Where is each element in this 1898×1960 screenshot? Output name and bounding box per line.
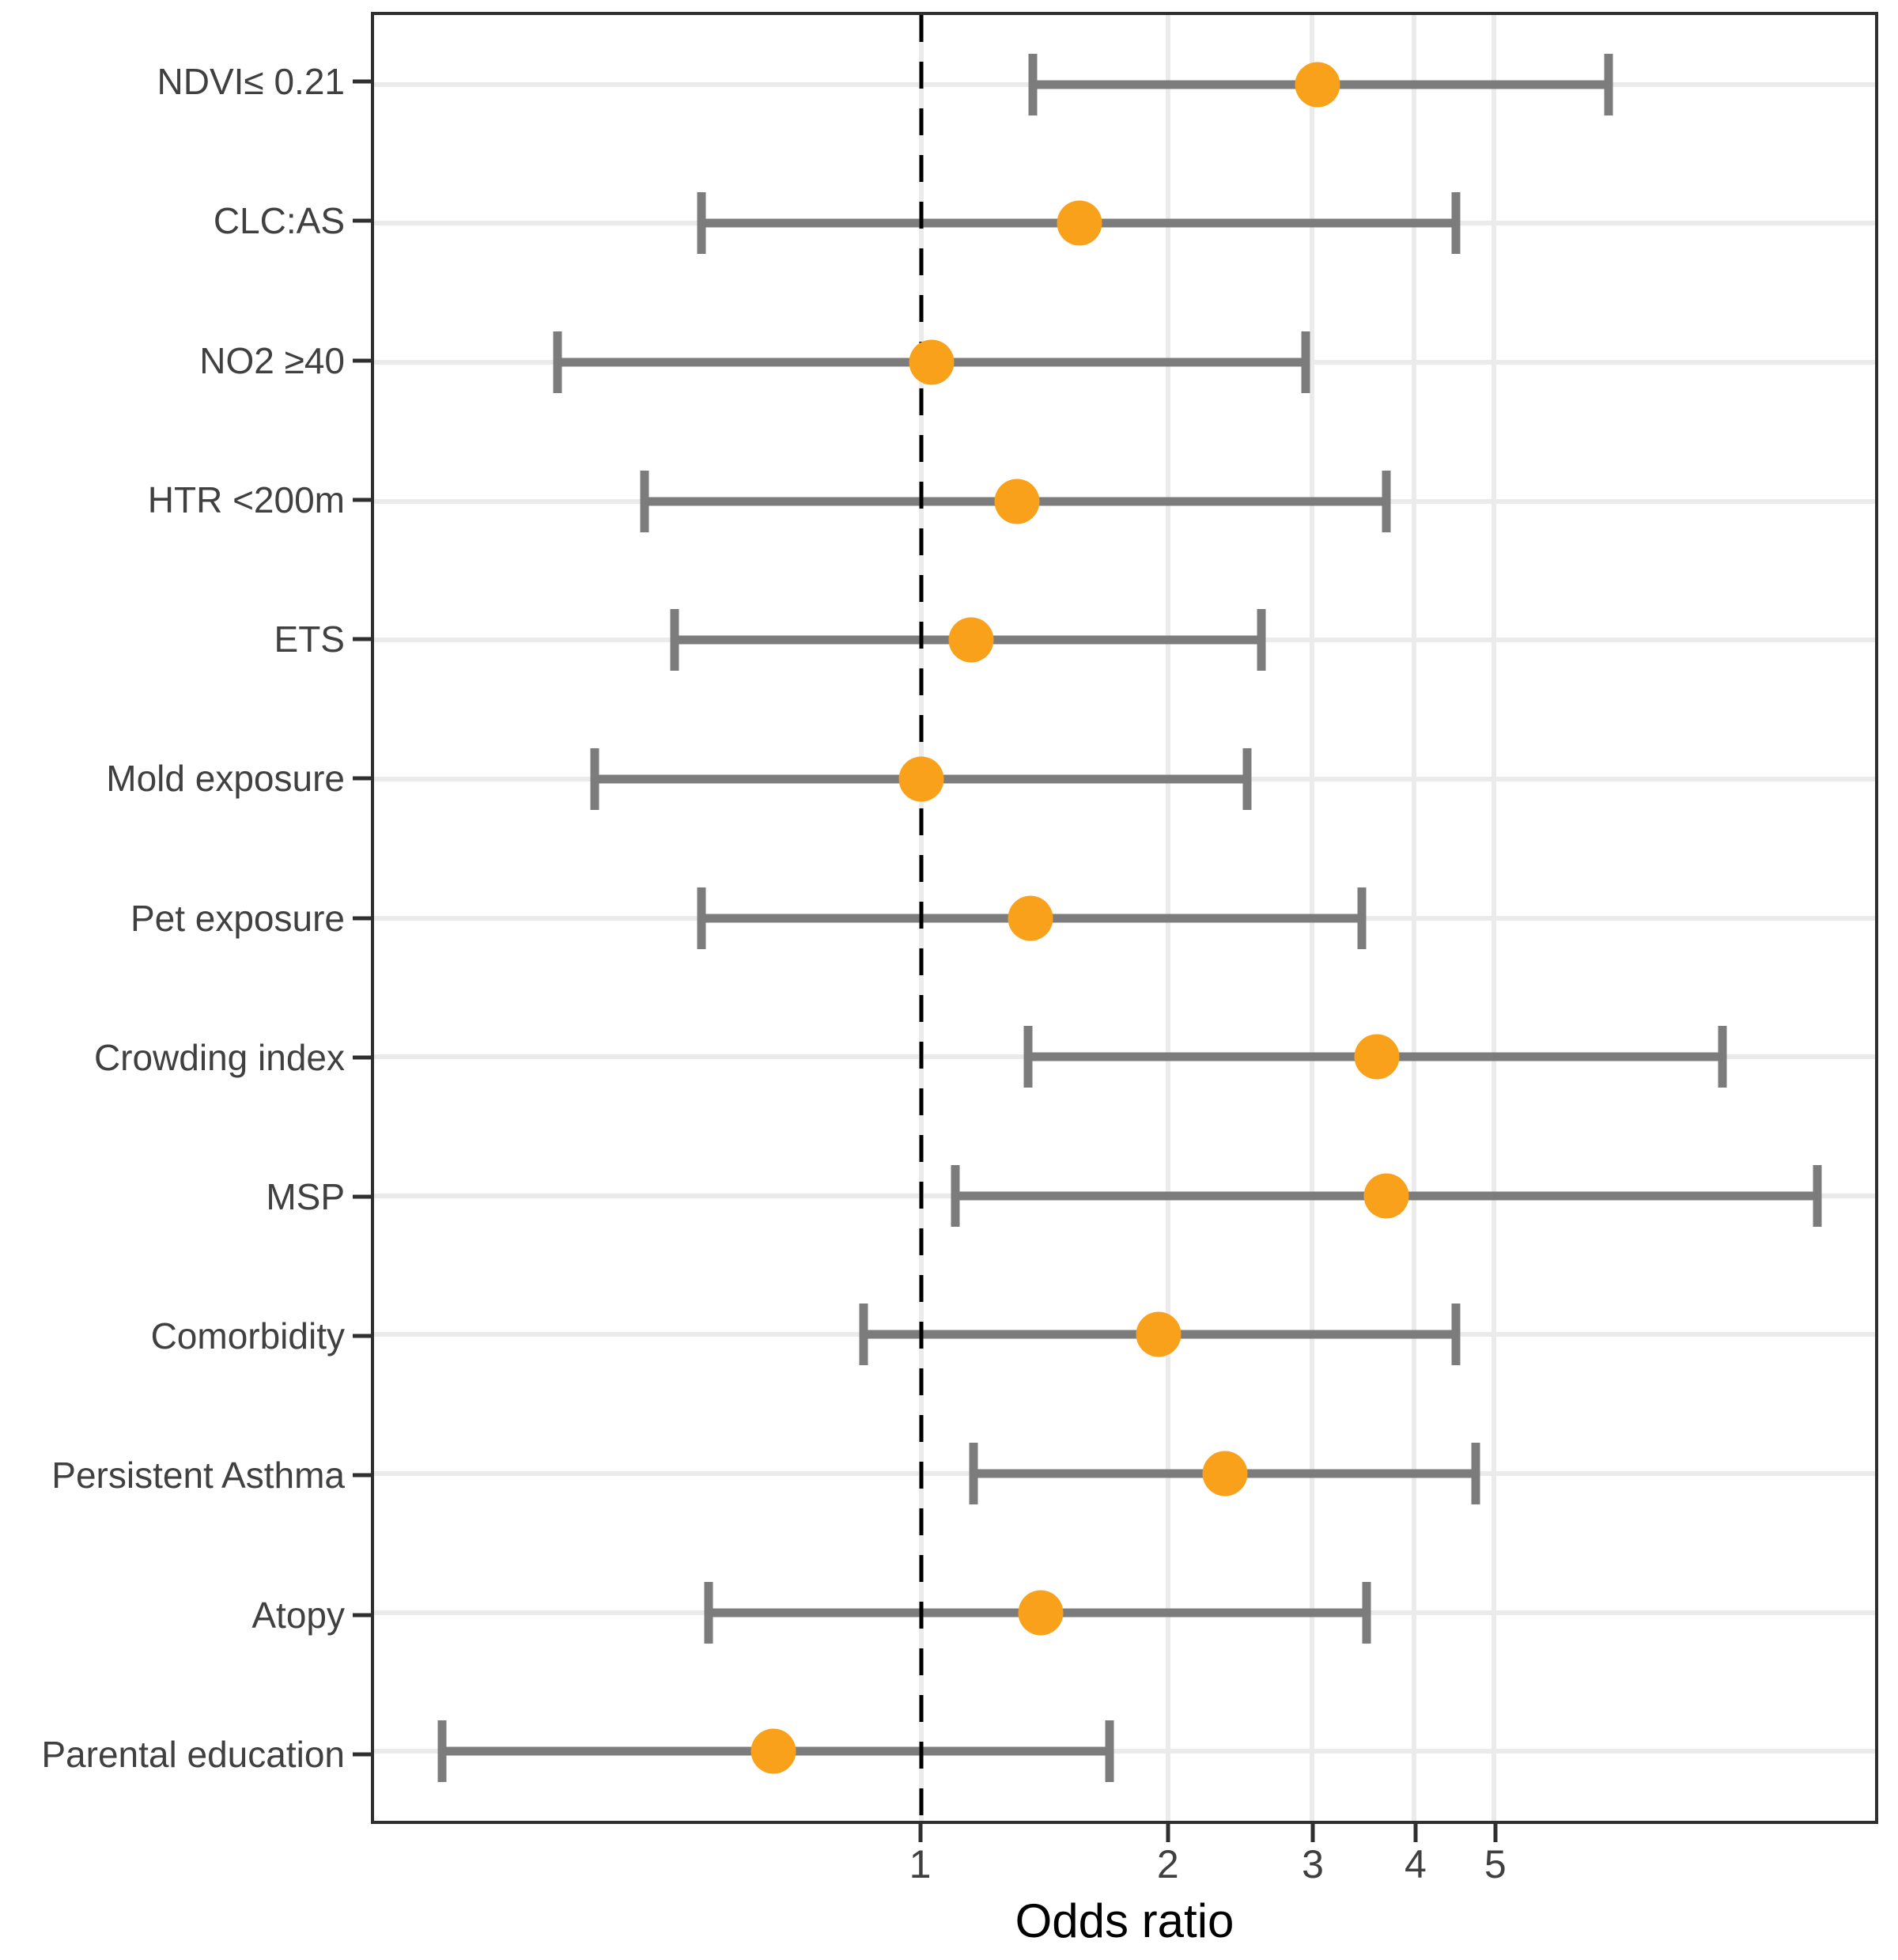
x-tick	[1166, 1824, 1170, 1842]
y-tick	[353, 1194, 371, 1199]
y-tick	[353, 1752, 371, 1757]
error-bar-cap-left	[670, 609, 679, 672]
data-point	[898, 756, 944, 802]
y-tick-label: Pet exposure	[130, 897, 345, 939]
error-bar-cap-right	[1301, 331, 1310, 394]
data-point	[909, 339, 955, 385]
y-tick-label: HTR <200m	[147, 479, 345, 520]
y-tick	[353, 637, 371, 641]
y-tick-label: NO2 ≥40	[199, 339, 345, 381]
error-bar-cap-left	[640, 470, 649, 532]
error-bar-cap-left	[969, 1442, 978, 1504]
y-tick-label: Comorbidity	[150, 1315, 345, 1357]
y-tick	[353, 79, 371, 84]
plot-panel	[371, 12, 1878, 1824]
error-bar-cap-right	[1362, 1581, 1371, 1644]
data-point	[1295, 62, 1340, 108]
data-point	[994, 479, 1040, 524]
h-gridline	[374, 1749, 1875, 1754]
data-point	[1354, 1034, 1400, 1080]
error-bar-cap-right	[1451, 192, 1461, 255]
error-bar-cap-left	[859, 1304, 868, 1366]
x-tick-label: 1	[909, 1842, 932, 1886]
y-tick	[353, 1613, 371, 1618]
data-layer	[374, 15, 1875, 1821]
error-bar-cap-right	[1718, 1026, 1727, 1088]
error-bar-cap-right	[1813, 1164, 1821, 1227]
data-point	[751, 1728, 796, 1774]
x-tick-label: 3	[1302, 1842, 1324, 1886]
y-tick-label: Crowding index	[93, 1036, 345, 1078]
x-tick	[1413, 1824, 1418, 1842]
error-bar-cap-right	[1105, 1720, 1114, 1783]
y-tick-label: Mold exposure	[106, 758, 345, 800]
error-bar-cap-left	[951, 1164, 960, 1227]
data-point	[948, 617, 994, 663]
x-axis-title: Odds ratio	[1015, 1894, 1234, 1947]
y-tick	[353, 358, 371, 363]
x-axis-tick-labels: 1 2 3 4 5	[371, 1845, 1878, 1889]
data-point	[1202, 1451, 1248, 1496]
error-bar-cap-right	[1451, 1304, 1461, 1366]
y-tick	[353, 498, 371, 502]
data-point	[1008, 895, 1053, 940]
y-tick-label: Persistent Asthma	[51, 1455, 345, 1496]
error-bar-cap-left	[697, 192, 706, 255]
data-point	[1136, 1311, 1182, 1357]
y-axis-labels: NDVI≤ 0.21 CLC:AS NO2 ≥40 HTR <200m ETS Mold …	[0, 12, 345, 1824]
y-tick	[353, 1055, 371, 1060]
y-tick-label: Parental education	[41, 1733, 345, 1775]
data-point	[1363, 1173, 1409, 1219]
x-tick-label: 2	[1156, 1842, 1179, 1886]
x-tick	[1493, 1824, 1498, 1842]
data-point	[1018, 1590, 1064, 1636]
x-tick-label: 5	[1484, 1842, 1507, 1886]
x-tick	[1310, 1824, 1315, 1842]
error-bar-cap-left	[437, 1720, 446, 1783]
error-bar-cap-left	[590, 747, 599, 810]
y-tick-label: ETS	[274, 619, 345, 660]
y-axis-ticks	[353, 12, 371, 1824]
y-tick-label: NDVI≤ 0.21	[157, 61, 345, 103]
x-tick-label: 4	[1405, 1842, 1427, 1886]
y-tick	[353, 916, 371, 920]
x-tick	[918, 1824, 923, 1842]
error-bar-cap-right	[1257, 609, 1266, 672]
error-bar-cap-right	[1604, 53, 1613, 115]
y-tick-label: Atopy	[251, 1594, 345, 1636]
y-tick	[353, 1473, 371, 1478]
error-bar-cap-left	[704, 1581, 713, 1644]
error-bar-cap-left	[1028, 53, 1038, 115]
y-tick-label: MSP	[266, 1175, 345, 1217]
y-tick	[353, 776, 371, 781]
error-bar-cap-right	[1357, 887, 1367, 949]
error-bar-cap-right	[1471, 1442, 1480, 1504]
y-tick	[353, 218, 371, 223]
y-tick-label: CLC:AS	[213, 200, 345, 242]
y-tick	[353, 1334, 371, 1338]
error-bar-cap-left	[553, 331, 562, 394]
error-bar-cap-left	[697, 887, 706, 949]
error-bar-cap-left	[1023, 1026, 1033, 1088]
data-point	[1057, 200, 1102, 246]
error-bar-cap-right	[1242, 747, 1252, 810]
reference-line	[919, 15, 924, 1821]
error-bar-cap-right	[1382, 470, 1391, 532]
x-axis-ticks	[371, 1824, 1878, 1842]
